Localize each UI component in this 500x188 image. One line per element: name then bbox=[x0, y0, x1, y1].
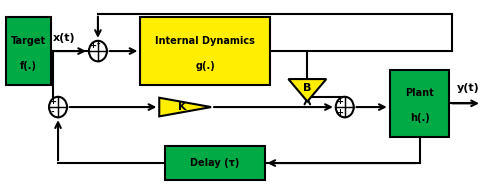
Text: f(.): f(.) bbox=[20, 61, 36, 71]
Text: +: + bbox=[89, 41, 96, 50]
Ellipse shape bbox=[89, 41, 107, 61]
Ellipse shape bbox=[336, 97, 353, 117]
Text: y(t): y(t) bbox=[457, 83, 479, 93]
Text: g(.): g(.) bbox=[196, 61, 215, 71]
Text: -: - bbox=[51, 108, 54, 117]
Ellipse shape bbox=[49, 97, 67, 117]
Polygon shape bbox=[288, 79, 327, 102]
Text: +: + bbox=[336, 97, 343, 106]
Polygon shape bbox=[160, 98, 211, 116]
Bar bbox=[390, 70, 450, 137]
Text: +: + bbox=[336, 108, 343, 117]
Text: x(t): x(t) bbox=[53, 33, 76, 43]
Text: Delay (τ): Delay (τ) bbox=[190, 158, 240, 168]
Text: -: - bbox=[96, 40, 100, 49]
Bar bbox=[140, 17, 270, 85]
Text: h(.): h(.) bbox=[410, 113, 430, 123]
Text: Plant: Plant bbox=[405, 88, 434, 98]
Text: B: B bbox=[303, 83, 312, 93]
Bar bbox=[165, 146, 265, 180]
Text: K: K bbox=[178, 102, 187, 112]
Bar bbox=[6, 17, 51, 85]
Text: Internal Dynamics: Internal Dynamics bbox=[155, 36, 255, 46]
Text: Target: Target bbox=[10, 36, 45, 46]
Text: +: + bbox=[49, 97, 56, 106]
